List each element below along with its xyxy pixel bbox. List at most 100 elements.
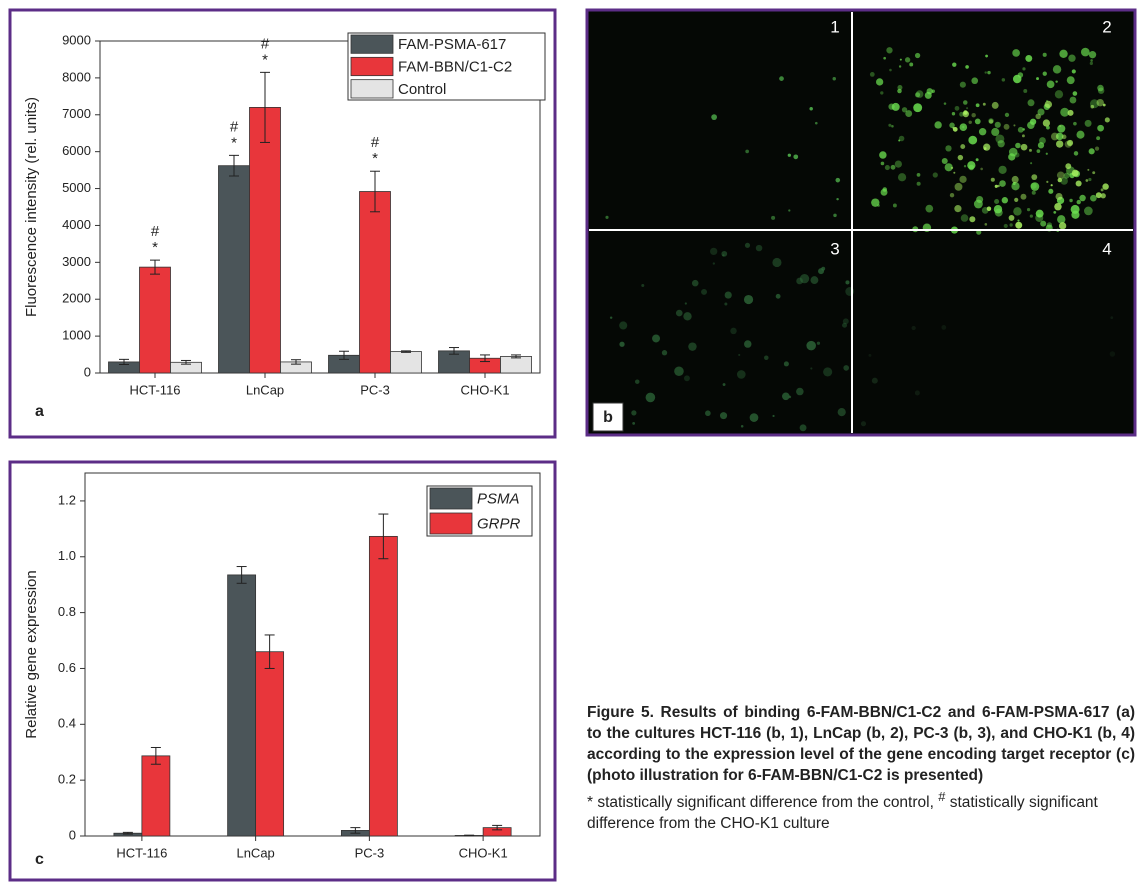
cell	[652, 334, 661, 343]
cell	[810, 367, 813, 370]
cell	[771, 215, 776, 220]
cell	[1026, 207, 1031, 212]
panel-label-box	[592, 402, 624, 432]
cell	[1001, 78, 1006, 82]
cell	[788, 209, 791, 212]
cell	[999, 180, 1006, 187]
cell	[1102, 103, 1106, 107]
cell	[1050, 132, 1059, 141]
note-mark: #	[938, 789, 946, 804]
error-bar	[150, 746, 161, 765]
cell	[1060, 177, 1068, 185]
legend-swatch	[350, 34, 394, 54]
cell	[1020, 193, 1027, 200]
panel-label: c	[35, 851, 44, 868]
cell	[1100, 193, 1106, 199]
cell	[701, 288, 708, 295]
y-tick-label: 0.8	[58, 604, 76, 619]
error-bar	[339, 350, 349, 360]
cell	[954, 182, 963, 191]
cell	[909, 62, 914, 67]
cell	[743, 294, 754, 305]
bar	[249, 107, 281, 374]
cell	[949, 193, 955, 198]
cell	[963, 165, 967, 168]
error-bar	[492, 824, 503, 831]
y-tick-label: 9000	[62, 32, 91, 47]
cell	[916, 173, 921, 177]
cell	[1055, 132, 1064, 141]
cell	[1076, 199, 1081, 205]
significance-mark: *	[262, 51, 268, 68]
cell	[1052, 65, 1062, 74]
cell	[888, 123, 892, 127]
cell	[1063, 172, 1070, 179]
x-tick-label: PC-3	[360, 382, 390, 397]
cell	[845, 280, 850, 285]
x-tick-label: HCT-116	[116, 845, 167, 860]
cell	[963, 110, 968, 115]
cell	[1048, 188, 1054, 194]
cell	[952, 62, 957, 67]
error-bar	[511, 354, 521, 359]
cell	[914, 52, 921, 59]
cell	[959, 111, 964, 117]
error-bar	[291, 359, 301, 365]
error-bar	[236, 566, 247, 584]
cell	[836, 197, 839, 201]
cell	[749, 413, 759, 422]
error-bar	[150, 259, 160, 275]
cell	[941, 324, 947, 330]
cell	[675, 309, 683, 317]
bar	[359, 191, 391, 374]
significance-mark: #	[230, 118, 239, 135]
cell	[1104, 117, 1110, 123]
error-bar	[122, 831, 133, 835]
cell	[1097, 124, 1104, 132]
cell	[775, 293, 781, 299]
cell	[1053, 210, 1057, 214]
cell	[959, 81, 966, 88]
cell	[609, 316, 613, 319]
cell	[1080, 47, 1090, 57]
cell	[1089, 61, 1093, 66]
cell	[943, 102, 947, 105]
cell	[889, 68, 892, 72]
error-bar	[260, 71, 270, 143]
cell	[710, 247, 718, 256]
cell	[1088, 50, 1097, 59]
cell	[1011, 175, 1019, 183]
error-bar	[480, 354, 490, 363]
cell	[724, 302, 728, 306]
cell	[1030, 182, 1037, 189]
cell	[1055, 80, 1058, 83]
cell	[1057, 177, 1063, 183]
cell	[914, 390, 920, 396]
cell	[810, 276, 819, 285]
cell	[975, 158, 979, 162]
cell	[991, 127, 1000, 137]
cell	[1095, 192, 1102, 199]
cell	[980, 167, 983, 171]
cell	[684, 302, 687, 305]
cell	[951, 112, 956, 116]
cell	[1076, 130, 1085, 139]
quadrant-label: 1	[830, 17, 839, 36]
cell	[842, 318, 849, 325]
cell	[954, 105, 960, 111]
cell	[860, 421, 867, 427]
cell	[619, 341, 625, 347]
cell	[954, 205, 962, 213]
legend-swatch	[350, 79, 394, 99]
cell	[833, 213, 837, 218]
panel-label: b	[603, 409, 613, 426]
cell	[772, 257, 782, 268]
cell	[898, 135, 905, 142]
cell	[1054, 202, 1062, 211]
cell	[1008, 153, 1016, 161]
cell	[883, 56, 886, 60]
cell	[1017, 126, 1024, 133]
cell	[991, 101, 999, 109]
cell	[1088, 148, 1095, 155]
